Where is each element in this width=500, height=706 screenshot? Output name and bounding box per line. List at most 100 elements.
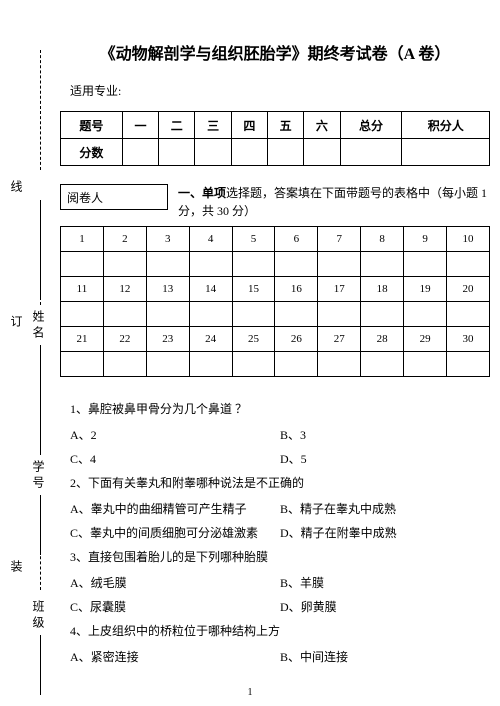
answer-grid-cell: 25 — [232, 327, 275, 352]
answer-grid-cell — [232, 352, 275, 377]
answer-grid-cell — [61, 352, 104, 377]
answer-grid-row — [61, 352, 490, 377]
question-option: B、精子在睾丸中成熟 — [280, 497, 490, 521]
score-header-cell: 六 — [304, 112, 340, 139]
question-option: A、绒毛膜 — [70, 571, 280, 595]
answer-grid-cell — [103, 352, 146, 377]
score-table-value-row: 分数 — [61, 139, 490, 166]
question-options: A、紧密连接B、中间连接 — [70, 645, 490, 669]
binding-label-class: 班级 — [30, 600, 47, 632]
score-summary-table: 题号 一 二 三 四 五 六 总分 积分人 分数 — [60, 111, 490, 166]
answer-grid-cell: 1 — [61, 227, 104, 252]
answer-grid-cell: 15 — [232, 277, 275, 302]
answer-grid-cell: 27 — [318, 327, 361, 352]
binding-solid-line-4 — [40, 635, 42, 695]
answer-grid-cell — [61, 252, 104, 277]
answer-grid-cell — [146, 252, 189, 277]
question-option: D、5 — [280, 447, 490, 471]
score-header-cell: 五 — [268, 112, 304, 139]
answer-grid-cell — [361, 252, 404, 277]
page-number: 1 — [0, 687, 500, 698]
answer-grid-row — [61, 252, 490, 277]
binding-label-zhuang: 装 — [8, 560, 25, 576]
answer-grid-cell — [275, 252, 318, 277]
question-options: A、绒毛膜B、羊膜C、尿囊膜D、卵黄膜 — [70, 571, 490, 619]
answer-grid-cell — [447, 252, 490, 277]
answer-grid-cell — [318, 252, 361, 277]
question-option: A、睾丸中的曲细精管可产生精子 — [70, 497, 280, 521]
reviewer-box: 阅卷人 — [60, 184, 168, 210]
answer-grid-cell — [447, 302, 490, 327]
question-options: A、睾丸中的曲细精管可产生精子B、精子在睾丸中成熟C、睾丸中的间质细胞可分泌雄激… — [70, 497, 490, 545]
question-option: D、精子在附睾中成熟 — [280, 521, 490, 545]
question-option: C、4 — [70, 447, 280, 471]
answer-grid-cell: 21 — [61, 327, 104, 352]
binding-dashed-line-2 — [40, 215, 42, 305]
questions-block: 1、鼻腔被鼻甲骨分为几个鼻道 ？A、2B、3C、4D、52、下面有关睾丸和附睾哪… — [60, 397, 490, 669]
answer-grid-cell — [61, 302, 104, 327]
answer-grid-cell: 6 — [275, 227, 318, 252]
answer-grid-cell — [275, 302, 318, 327]
answer-grid-cell: 12 — [103, 277, 146, 302]
answer-grid-cell: 23 — [146, 327, 189, 352]
section-1-bold: 一、单项 — [178, 186, 226, 200]
question-options: A、2B、3C、4D、5 — [70, 423, 490, 471]
answer-grid-cell: 18 — [361, 277, 404, 302]
answer-grid-cell: 9 — [404, 227, 447, 252]
score-cell — [159, 139, 195, 166]
question-line: 1、鼻腔被鼻甲骨分为几个鼻道 ？ — [70, 397, 490, 421]
answer-grid-cell — [361, 352, 404, 377]
answer-grid-cell: 26 — [275, 327, 318, 352]
question-option: A、紧密连接 — [70, 645, 280, 669]
score-header-cell: 三 — [195, 112, 231, 139]
score-cell — [340, 139, 402, 166]
answer-grid-cell: 17 — [318, 277, 361, 302]
question-line: 2、下面有关睾丸和附睾哪种说法是不正确的 — [70, 471, 490, 495]
answer-grid-cell — [103, 302, 146, 327]
question-option: B、中间连接 — [280, 645, 490, 669]
answer-grid-cell: 8 — [361, 227, 404, 252]
answer-grid-cell — [404, 302, 447, 327]
answer-grid-cell: 14 — [189, 277, 232, 302]
question-option: D、卵黄膜 — [280, 595, 490, 619]
binding-dashed-line — [40, 50, 42, 170]
answer-grid-cell — [232, 252, 275, 277]
score-cell — [304, 139, 340, 166]
answer-grid-cell — [189, 352, 232, 377]
answer-grid-cell — [189, 302, 232, 327]
answer-grid-cell: 4 — [189, 227, 232, 252]
answer-grid-cell: 10 — [447, 227, 490, 252]
binding-label-id: 学号 — [30, 460, 47, 492]
answer-grid-cell: 7 — [318, 227, 361, 252]
answer-grid-row: 12345678910 — [61, 227, 490, 252]
answer-grid-cell: 19 — [404, 277, 447, 302]
answer-grid-cell — [146, 302, 189, 327]
question-option: C、尿囊膜 — [70, 595, 280, 619]
applicable-major: 适用专业: — [70, 82, 490, 99]
question-line: 4、上皮组织中的桥粒位于哪种结构上方 — [70, 619, 490, 643]
answer-grid-cell — [404, 252, 447, 277]
answer-grid-cell — [318, 302, 361, 327]
answer-grid-cell — [232, 302, 275, 327]
score-row-label: 分数 — [61, 139, 123, 166]
score-header-cell: 积分人 — [402, 112, 490, 139]
score-header-cell: 总分 — [340, 112, 402, 139]
score-cell — [122, 139, 158, 166]
answer-grid-cell — [361, 302, 404, 327]
answer-grid-cell — [146, 352, 189, 377]
answer-grid-cell: 28 — [361, 327, 404, 352]
question-option: B、3 — [280, 423, 490, 447]
answer-grid-cell: 30 — [447, 327, 490, 352]
answer-grid-cell — [318, 352, 361, 377]
binding-label-ding: 订 — [8, 315, 25, 331]
answer-grid-row: 11121314151617181920 — [61, 277, 490, 302]
answer-grid-cell — [275, 352, 318, 377]
binding-dashed-line-4 — [40, 500, 42, 590]
question-option: C、睾丸中的间质细胞可分泌雄激素 — [70, 521, 280, 545]
answer-grid-cell: 13 — [146, 277, 189, 302]
answer-grid-row: 21222324252627282930 — [61, 327, 490, 352]
page-content: 《动物解剖学与组织胚胎学》期终考试卷（A 卷） 适用专业: 题号 一 二 三 四… — [60, 0, 490, 669]
question-option: B、羊膜 — [280, 571, 490, 595]
answer-grid-cell: 16 — [275, 277, 318, 302]
answer-grid-cell — [103, 252, 146, 277]
